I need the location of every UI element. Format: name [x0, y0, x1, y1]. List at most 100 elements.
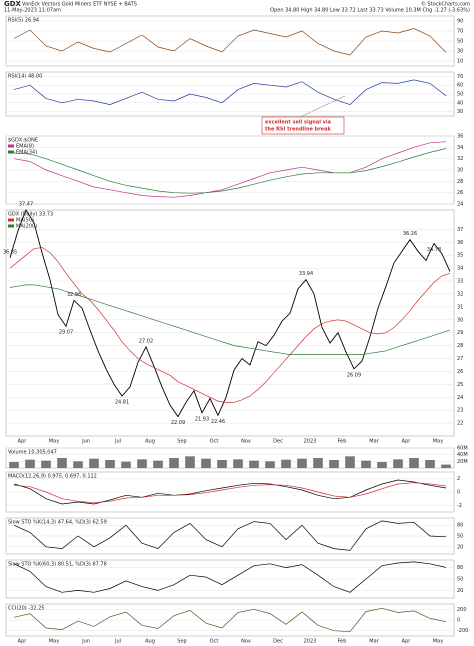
date: 11-May-2023 11:07am: [4, 8, 61, 14]
x-tick-label: Jun: [81, 439, 90, 445]
y-tick-label: 24: [457, 395, 463, 401]
y-tick-label: 30: [457, 168, 463, 174]
x-tick-label: May: [49, 639, 59, 645]
source: © StockCharts.com: [421, 1, 470, 8]
panel-title: Slow STO %K(14,3) 47.64, %D(3) 62.59: [8, 520, 107, 526]
y-tick-label: 36: [457, 134, 463, 140]
y-tick-label: 28: [457, 343, 463, 349]
panel-title: CCI(20) -32.25: [8, 606, 44, 612]
x-tick-label: Jun: [81, 639, 90, 645]
y-tick-label: 25: [457, 382, 463, 388]
legend-swatch: [8, 144, 14, 148]
x-tick-label: May: [433, 639, 443, 645]
y-tick-label: 200: [457, 607, 467, 613]
x-tick-label: Nov: [241, 639, 251, 645]
bar: [409, 458, 419, 468]
legend-label: EMA(8): [16, 144, 34, 150]
x-tick-label: May: [433, 439, 443, 445]
series-line: [13, 141, 447, 198]
y-tick-label: 20: [457, 544, 463, 550]
price-label: 32.96: [67, 292, 81, 298]
bar: [89, 458, 99, 468]
x-tick-label: Mar: [369, 639, 379, 645]
x-tick-label: 2023: [304, 439, 317, 445]
y-tick-label: 27: [457, 356, 463, 362]
series-line: [13, 607, 447, 633]
x-tick-label: Apr: [402, 439, 412, 445]
price-label: 21.93: [195, 416, 209, 422]
bar: [201, 458, 211, 468]
legend-swatch: [8, 150, 14, 154]
bar: [249, 460, 259, 468]
x-tick-label: May: [49, 439, 59, 445]
legend-swatch: [8, 224, 14, 228]
note: the RSI trendline break: [265, 127, 331, 133]
y-tick-label: 23: [457, 408, 463, 414]
y-tick-label: 10: [457, 59, 463, 65]
x-tick-label: Aug: [145, 439, 155, 445]
y-tick-label: 26: [457, 190, 463, 196]
x-tick-label: 2023: [304, 639, 317, 645]
x-tick-label: Jul: [114, 639, 121, 645]
bar: [153, 460, 163, 468]
x-tick-label: Apr: [402, 639, 412, 645]
y-tick-label: 0: [457, 490, 460, 496]
series-line: [13, 482, 447, 504]
bar: [25, 459, 35, 468]
y-tick-label: 31: [457, 304, 463, 310]
series-line: [9, 247, 451, 403]
y-tick-label: 70: [457, 29, 463, 35]
price-label: 37.47: [19, 202, 33, 208]
bar: [297, 458, 307, 468]
note-box: [261, 116, 345, 135]
y-tick-label: 22: [457, 421, 463, 427]
y-tick-label: 80: [457, 523, 463, 529]
bar: [137, 459, 147, 468]
bar: [73, 461, 83, 468]
bar: [441, 464, 451, 468]
y-tick-label: 90: [457, 19, 463, 25]
x-tick-label: Feb: [338, 439, 347, 445]
x-tick-label: Sep: [177, 639, 186, 645]
price-label: 24.81: [115, 399, 129, 405]
series-line: [9, 208, 451, 418]
bar: [281, 459, 291, 468]
bar: [185, 456, 195, 468]
panel-title: Slow STO %K(60,3) 80.51, %D(3) 87.78: [8, 562, 107, 568]
y-tick-label: 30: [457, 109, 463, 115]
legend-label: MA(50): [16, 218, 34, 224]
bar: [217, 460, 227, 468]
y-tick-label: 30: [457, 317, 463, 323]
y-tick-label: 34: [457, 145, 463, 151]
panel-title: $GDX:$ONE: [8, 138, 38, 144]
price-label: 26.09: [347, 372, 361, 378]
y-tick-label: 32: [457, 291, 463, 297]
bar: [393, 459, 403, 468]
x-tick-label: Apr: [18, 639, 28, 645]
price-label: 36.26: [403, 231, 417, 237]
y-tick-label: 80: [457, 565, 463, 571]
bar: [313, 458, 323, 468]
y-tick-label: 28: [457, 179, 463, 185]
series-line: [13, 561, 447, 593]
y-tick-label: 34: [457, 266, 463, 272]
x-tick-label: Oct: [210, 639, 219, 645]
legend-swatch: [8, 218, 14, 222]
series-line: [13, 479, 447, 505]
bar: [377, 462, 387, 468]
y-tick-label: 35: [457, 253, 463, 259]
y-tick-label: 2: [457, 476, 460, 482]
bar: [169, 458, 179, 468]
note-arrow: [299, 95, 346, 118]
y-tick-label: -200: [457, 628, 468, 634]
bar: [57, 458, 67, 468]
x-tick-label: Jul: [114, 439, 121, 445]
panel-title: Volume 10,305,047: [8, 450, 57, 456]
y-tick-label: 50: [457, 39, 463, 45]
panel-title: RSI(14) 48.00: [8, 74, 42, 80]
x-tick-label: Feb: [338, 639, 347, 645]
bar: [121, 461, 131, 468]
y-tick-label: 26: [457, 369, 463, 375]
price-label: 27.02: [139, 338, 153, 344]
